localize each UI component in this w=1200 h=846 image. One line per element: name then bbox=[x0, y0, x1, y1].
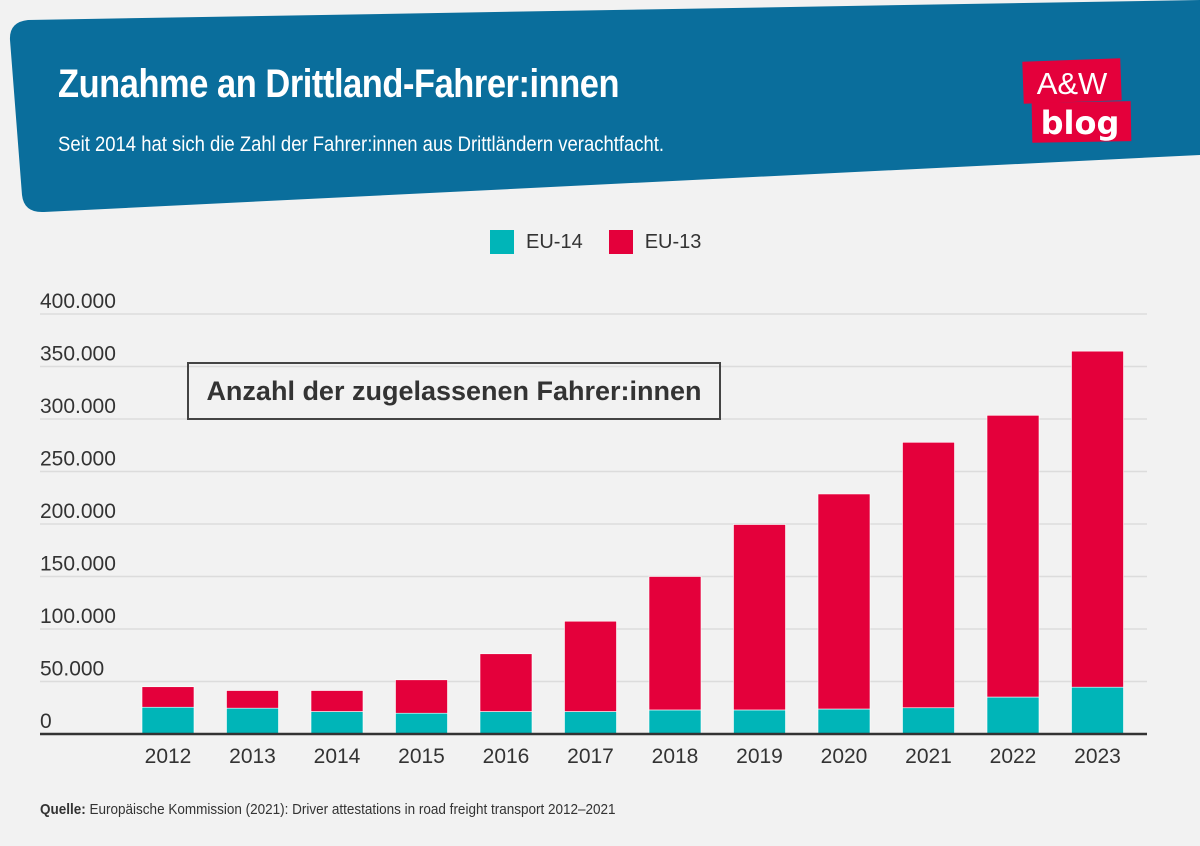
source-label: Quelle: bbox=[40, 801, 86, 818]
bar-eu-14-2016 bbox=[479, 711, 533, 735]
x-tick-label: 2016 bbox=[483, 745, 530, 768]
x-tick-label: 2014 bbox=[314, 745, 361, 768]
chart-title: Zunahme an Drittland-Fahrer:innen bbox=[58, 62, 620, 106]
legend-swatch-eu13 bbox=[608, 230, 633, 254]
bar-eu-14-2019 bbox=[733, 709, 786, 735]
bar-eu-13-2019 bbox=[733, 524, 786, 711]
bar-eu-13-2016 bbox=[479, 653, 533, 712]
bar-eu-13-2014 bbox=[310, 690, 364, 712]
legend: EU-14 EU-13 bbox=[490, 230, 701, 254]
bar-eu-14-2023 bbox=[1071, 686, 1124, 735]
y-tick-label: 200.000 bbox=[40, 500, 116, 523]
y-tick-label: 250.000 bbox=[40, 448, 116, 471]
chart-annotation: Anzahl der zugelassenen Fahrer:innen bbox=[187, 362, 721, 420]
x-tick-label: 2019 bbox=[736, 745, 783, 768]
x-tick-label: 2020 bbox=[821, 745, 868, 768]
bar-eu-14-2022 bbox=[986, 696, 1040, 735]
x-tick-label: 2018 bbox=[652, 745, 699, 768]
bar-eu-14-2013 bbox=[226, 707, 279, 735]
chart-subtitle: Seit 2014 hat sich die Zahl der Fahrer:i… bbox=[58, 133, 665, 156]
x-tick-label: 2015 bbox=[398, 745, 445, 768]
y-tick-label: 0 bbox=[40, 710, 52, 733]
x-tick-label: 2012 bbox=[145, 745, 192, 768]
bar-eu-14-2020 bbox=[817, 708, 871, 735]
bar-eu-13-2013 bbox=[226, 690, 279, 709]
bar-eu-13-2022 bbox=[986, 415, 1040, 698]
legend-swatch-eu14 bbox=[490, 230, 514, 254]
bar-eu-13-2021 bbox=[902, 442, 955, 709]
header-banner bbox=[9, 0, 1200, 213]
svg-text:blog: blog bbox=[1041, 104, 1120, 142]
y-tick-label: 400.000 bbox=[40, 290, 116, 313]
bar-eu-13-2015 bbox=[395, 679, 448, 714]
bar-eu-14-2017 bbox=[564, 711, 617, 735]
bar-eu-14-2015 bbox=[395, 712, 448, 735]
legend-label-eu14: EU-14 bbox=[526, 230, 583, 253]
bar-eu-14-2021 bbox=[902, 707, 955, 735]
y-tick-label: 100.000 bbox=[40, 605, 116, 628]
bar-eu-13-2012 bbox=[141, 686, 195, 708]
aw-blog-logo: A&W blog bbox=[1022, 58, 1132, 143]
y-tick-label: 350.000 bbox=[40, 343, 116, 366]
legend-item-eu13: EU-13 bbox=[608, 230, 702, 254]
y-tick-label: 300.000 bbox=[40, 395, 116, 418]
bar-eu-13-2017 bbox=[564, 620, 617, 712]
bar-eu-13-2020 bbox=[817, 493, 871, 710]
x-tick-label: 2013 bbox=[229, 745, 276, 768]
x-tick-label: 2017 bbox=[567, 745, 614, 768]
bar-eu-14-2012 bbox=[141, 706, 195, 735]
legend-item-eu14: EU-14 bbox=[490, 230, 583, 254]
x-tick-label: 2021 bbox=[905, 745, 952, 768]
source-note: Quelle: Europäische Kommission (2021): D… bbox=[40, 801, 616, 818]
bar-eu-13-2018 bbox=[648, 576, 702, 711]
svg-text:A&W: A&W bbox=[1037, 66, 1108, 101]
x-tick-label: 2022 bbox=[990, 745, 1037, 768]
bar-eu-13-2023 bbox=[1071, 350, 1124, 688]
x-tick-label: 2023 bbox=[1074, 745, 1121, 768]
bar-eu-14-2014 bbox=[310, 711, 364, 735]
legend-label-eu13: EU-13 bbox=[644, 230, 702, 253]
source-text: Europäische Kommission (2021): Driver at… bbox=[85, 801, 616, 818]
y-tick-label: 150.000 bbox=[40, 553, 116, 576]
bar-eu-14-2018 bbox=[648, 709, 702, 735]
y-tick-label: 50.000 bbox=[40, 658, 104, 681]
